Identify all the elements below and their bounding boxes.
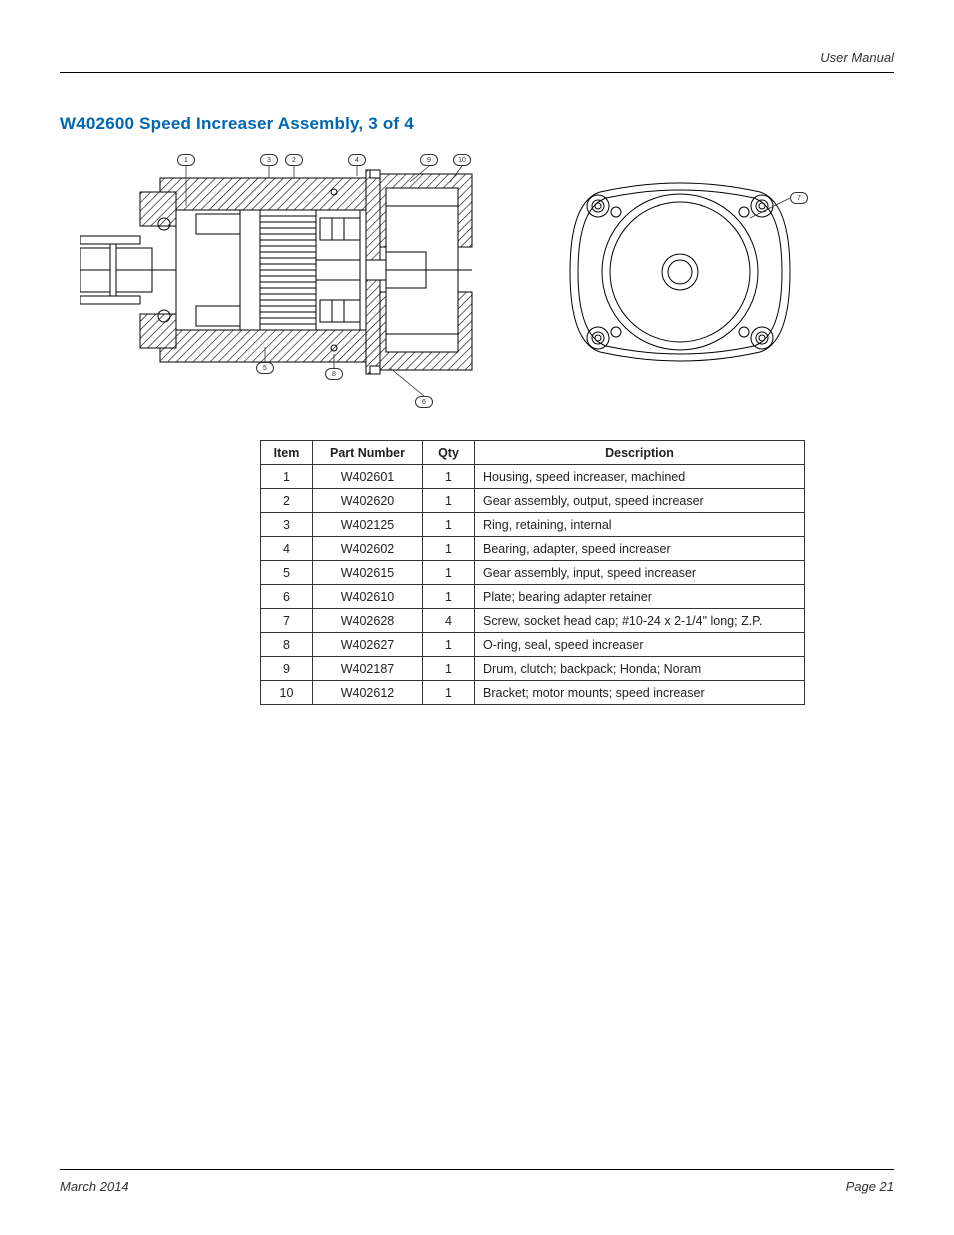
callout-4: 4 — [348, 154, 366, 166]
table-cell: 9 — [261, 657, 313, 681]
table-cell: O-ring, seal, speed increaser — [475, 633, 805, 657]
callout-1: 1 — [177, 154, 195, 166]
table-cell: W402610 — [313, 585, 423, 609]
footer-page-number: Page 21 — [846, 1179, 894, 1194]
table-cell: 2 — [261, 489, 313, 513]
callout-bubble: 10 — [453, 154, 471, 166]
col-header-qty: Qty — [423, 441, 475, 465]
callout-bubble: 4 — [348, 154, 366, 166]
col-header-description: Description — [475, 441, 805, 465]
callout-8: 8 — [325, 368, 343, 380]
table-cell: 1 — [423, 513, 475, 537]
callout-bubble: 1 — [177, 154, 195, 166]
table-cell: 5 — [261, 561, 313, 585]
table-cell: Screw, socket head cap; #10-24 x 2-1/4" … — [475, 609, 805, 633]
table-cell: W402612 — [313, 681, 423, 705]
table-cell: 1 — [261, 465, 313, 489]
table-cell: 1 — [423, 465, 475, 489]
figure-row: 1 32 4 9 10 5 8 6 — [80, 152, 894, 412]
table-row: 9W4021871Drum, clutch; backpack; Honda; … — [261, 657, 805, 681]
table-cell: Plate; bearing adapter retainer — [475, 585, 805, 609]
page-header: User Manual — [60, 50, 894, 78]
table-cell: Gear assembly, output, speed increaser — [475, 489, 805, 513]
callout-9: 9 — [420, 154, 438, 166]
table-cell: Gear assembly, input, speed increaser — [475, 561, 805, 585]
table-cell: W402615 — [313, 561, 423, 585]
parts-table: Item Part Number Qty Description 1W40260… — [260, 440, 805, 705]
table-cell: 1 — [423, 489, 475, 513]
table-cell: 7 — [261, 609, 313, 633]
callout-bubble: 8 — [325, 368, 343, 380]
table-row: 10W4026121Bracket; motor mounts; speed i… — [261, 681, 805, 705]
callout-bubble: 5 — [256, 362, 274, 374]
table-cell: W402602 — [313, 537, 423, 561]
table-cell: 1 — [423, 537, 475, 561]
header-label: User Manual — [820, 50, 894, 65]
figure-end-view: 7 — [540, 162, 820, 382]
callout-7: 7 — [790, 192, 808, 204]
table-cell: 4 — [261, 537, 313, 561]
callout-6: 6 — [415, 396, 433, 408]
table-header-row: Item Part Number Qty Description — [261, 441, 805, 465]
table-cell: W402125 — [313, 513, 423, 537]
header-rule — [60, 72, 894, 73]
table-cell: Ring, retaining, internal — [475, 513, 805, 537]
col-header-part-number: Part Number — [313, 441, 423, 465]
col-header-item: Item — [261, 441, 313, 465]
table-row: 2W4026201Gear assembly, output, speed in… — [261, 489, 805, 513]
table-cell: 1 — [423, 633, 475, 657]
callout-3: 3 — [260, 154, 278, 166]
figure-cross-section: 1 32 4 9 10 5 8 6 — [80, 152, 480, 412]
table-cell: 8 — [261, 633, 313, 657]
table-cell: 1 — [423, 561, 475, 585]
callout-bubble: 7 — [790, 192, 808, 204]
callout-5: 5 — [256, 362, 274, 374]
table-cell: 4 — [423, 609, 475, 633]
table-cell: W402187 — [313, 657, 423, 681]
table-cell: 1 — [423, 681, 475, 705]
table-row: 5W4026151Gear assembly, input, speed inc… — [261, 561, 805, 585]
footer-date: March 2014 — [60, 1179, 129, 1194]
callout-bubble: 9 — [420, 154, 438, 166]
table-cell: W402627 — [313, 633, 423, 657]
table-cell: W402601 — [313, 465, 423, 489]
table-cell: 1 — [423, 585, 475, 609]
table-row: 1W4026011Housing, speed increaser, machi… — [261, 465, 805, 489]
callout-bubble: 3 — [260, 154, 278, 166]
callout-bubble: 2 — [285, 154, 303, 166]
table-cell: W402620 — [313, 489, 423, 513]
section-title: W402600 Speed Increaser Assembly, 3 of 4 — [60, 114, 894, 134]
table-cell: Housing, speed increaser, machined — [475, 465, 805, 489]
callout-bubble: 6 — [415, 396, 433, 408]
table-cell: Bearing, adapter, speed increaser — [475, 537, 805, 561]
callout-2: 2 — [285, 154, 303, 166]
callout-10: 10 — [453, 154, 471, 166]
table-cell: 10 — [261, 681, 313, 705]
table-row: 6W4026101Plate; bearing adapter retainer — [261, 585, 805, 609]
page-footer: March 2014 Page 21 — [60, 1169, 894, 1195]
table-row: 7W4026284Screw, socket head cap; #10-24 … — [261, 609, 805, 633]
table-cell: W402628 — [313, 609, 423, 633]
table-row: 8W4026271O-ring, seal, speed increaser — [261, 633, 805, 657]
table-cell: 1 — [423, 657, 475, 681]
table-cell: 6 — [261, 585, 313, 609]
table-cell: 3 — [261, 513, 313, 537]
table-row: 4W4026021Bearing, adapter, speed increas… — [261, 537, 805, 561]
table-row: 3W4021251Ring, retaining, internal — [261, 513, 805, 537]
table-cell: Bracket; motor mounts; speed increaser — [475, 681, 805, 705]
page: User Manual W402600 Speed Increaser Asse… — [0, 0, 954, 1235]
table-cell: Drum, clutch; backpack; Honda; Noram — [475, 657, 805, 681]
footer-rule — [60, 1169, 894, 1170]
